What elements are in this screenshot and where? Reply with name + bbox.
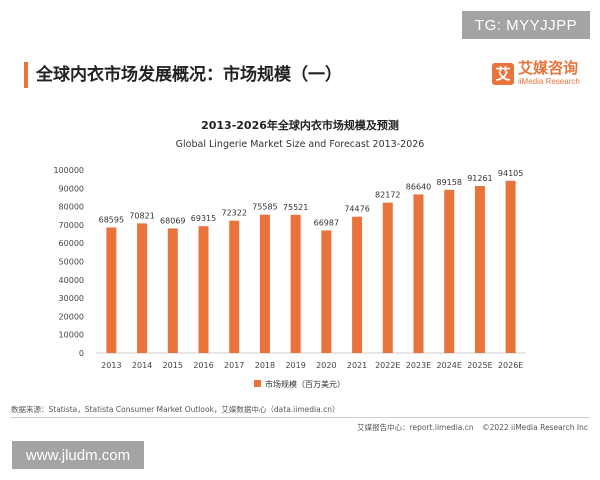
y-tick-label: 60000 — [59, 239, 84, 248]
y-tick-label: 20000 — [59, 312, 84, 321]
x-tick-label-2024E: 2024E — [437, 361, 462, 370]
brand-logo: 艾 艾媒咨询 iiMedia Research — [492, 60, 580, 87]
bar-2020 — [321, 230, 332, 353]
x-tick-label-2026E: 2026E — [498, 361, 523, 370]
data-label-2022E: 82172 — [375, 191, 400, 200]
x-tick-label-2016: 2016 — [193, 361, 213, 370]
x-tick-label-2020: 2020 — [316, 361, 336, 370]
y-tick-label: 90000 — [59, 184, 84, 193]
bar-2013 — [106, 227, 117, 353]
x-tick-label-2019: 2019 — [285, 361, 305, 370]
x-tick-label-2014: 2014 — [132, 361, 152, 370]
data-label-2016: 69315 — [191, 214, 216, 223]
bar-2026E — [505, 180, 516, 353]
x-tick-label-2023E: 2023E — [406, 361, 431, 370]
data-source-note: 数据来源：Statista，Statista Consumer Market O… — [11, 405, 340, 414]
y-tick-label: 10000 — [59, 331, 84, 340]
bar-2025E — [474, 185, 485, 353]
chart-legend: 市场规模（百万美元） — [254, 379, 345, 389]
footer-report-link[interactable]: 艾媒报告中心：report.iimedia.cn — [357, 423, 474, 432]
data-label-2015: 68069 — [160, 216, 185, 225]
chart-subtitle: Global Lingerie Market Size and Forecast… — [176, 139, 425, 150]
data-label-2018: 75585 — [252, 203, 277, 212]
data-label-2021: 74476 — [344, 205, 369, 214]
site-watermark: www.jludm.com — [12, 441, 144, 469]
x-tick-label-2015: 2015 — [163, 361, 183, 370]
bar-2016 — [198, 226, 209, 353]
data-label-2017: 72322 — [221, 209, 246, 218]
data-label-2013: 68595 — [99, 215, 124, 224]
bar-2023E — [413, 194, 424, 353]
y-tick-label: 30000 — [59, 294, 84, 303]
data-label-2025E: 91261 — [467, 174, 492, 183]
x-tick-label-2017: 2017 — [224, 361, 244, 370]
title-accent-bar — [24, 62, 28, 88]
legend-label: 市场规模（百万美元） — [265, 379, 345, 389]
y-tick-label: 100000 — [53, 166, 84, 175]
x-tick-label-2022E: 2022E — [375, 361, 400, 370]
y-tick-label: 70000 — [59, 221, 84, 230]
logo-mark-icon: 艾 — [492, 62, 514, 85]
footer-divider — [10, 417, 590, 418]
bar-2021 — [352, 216, 363, 353]
x-tick-label-2013: 2013 — [101, 361, 121, 370]
bar-2018 — [259, 214, 270, 353]
x-tick-label-2021: 2021 — [347, 361, 367, 370]
logo-name-cn: 艾媒咨询 — [518, 59, 579, 77]
bar-2022E — [382, 202, 393, 353]
footer: 艾媒报告中心：report.iimedia.cn ©2022 iiMedia R… — [351, 422, 588, 433]
legend-swatch — [254, 380, 261, 387]
bar-2019 — [290, 214, 301, 353]
data-label-2014: 70821 — [129, 211, 154, 220]
bar-2024E — [444, 189, 455, 353]
y-tick-label: 40000 — [59, 276, 84, 285]
x-tick-label-2025E: 2025E — [467, 361, 492, 370]
logo-text: 艾媒咨询 iiMedia Research — [518, 60, 580, 87]
bar-2017 — [229, 220, 240, 353]
bar-chart: 2013-2026年全球内衣市场规模及预测 Global Lingerie Ma… — [53, 118, 526, 389]
chart-title: 2013-2026年全球内衣市场规模及预测 — [201, 118, 399, 132]
page-title: 全球内衣市场发展概况：市场规模（一） — [36, 65, 342, 85]
logo-name-en: iiMedia Research — [518, 77, 580, 86]
x-tick-label-2018: 2018 — [255, 361, 275, 370]
data-label-2026E: 94105 — [498, 169, 523, 178]
footer-copyright: ©2022 iiMedia Research Inc — [482, 423, 588, 432]
y-tick-label: 0 — [79, 349, 84, 358]
data-label-2024E: 89158 — [436, 178, 461, 187]
y-tick-label: 50000 — [59, 258, 84, 267]
y-tick-label: 80000 — [59, 203, 84, 212]
tg-badge: TG: MYYJJPP — [462, 11, 590, 39]
data-label-2019: 75521 — [283, 203, 308, 212]
bar-2015 — [167, 228, 178, 353]
data-label-2023E: 86640 — [406, 182, 431, 191]
data-label-2020: 66987 — [314, 218, 339, 227]
bar-2014 — [137, 223, 148, 353]
